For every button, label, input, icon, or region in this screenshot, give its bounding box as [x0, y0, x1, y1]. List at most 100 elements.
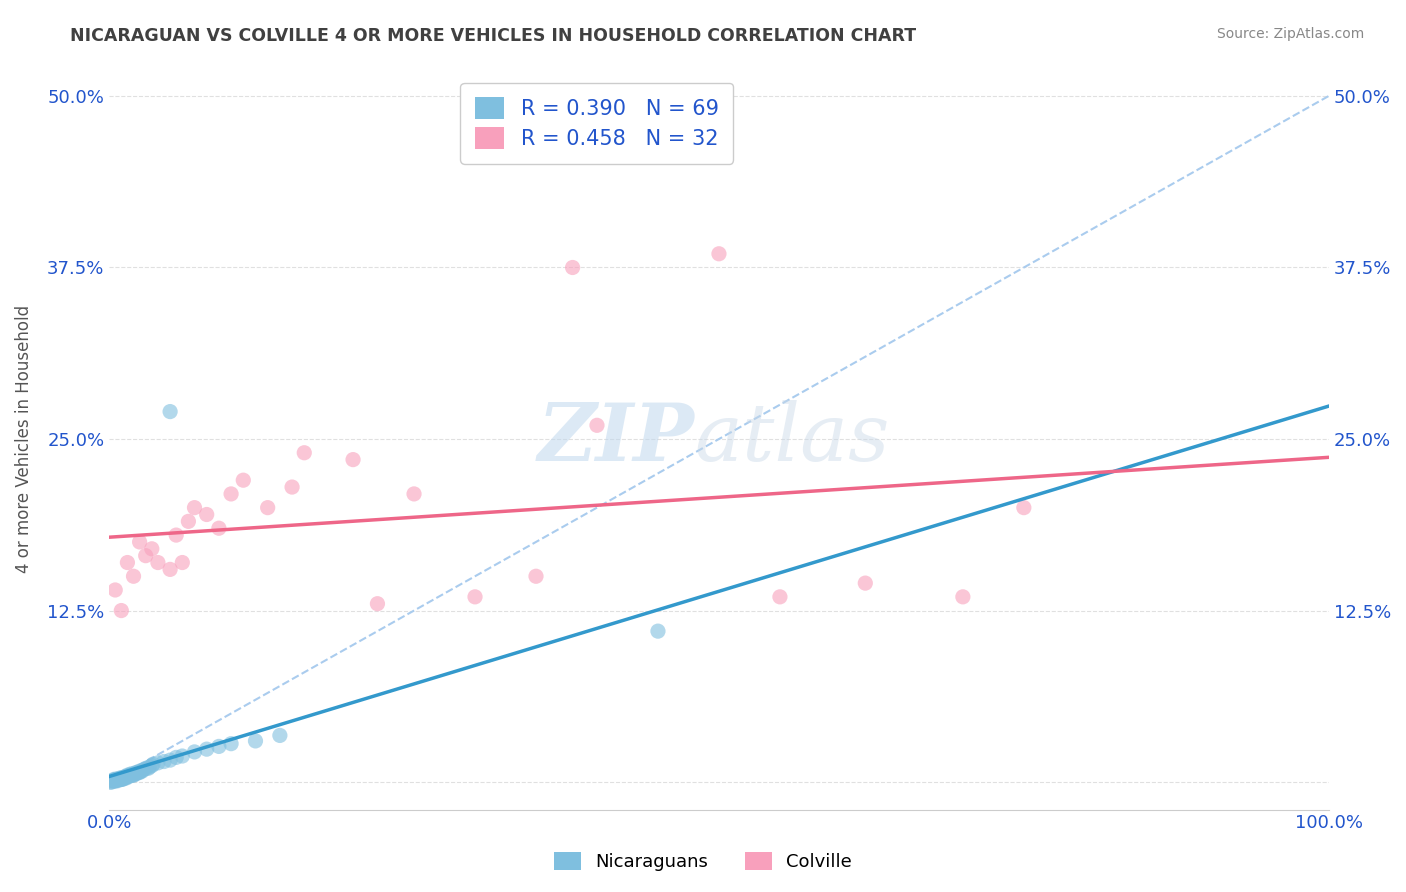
Point	[125, 767, 148, 781]
Point	[136, 761, 159, 775]
Point	[105, 773, 128, 788]
Point	[110, 772, 132, 787]
Point	[561, 260, 583, 275]
Point	[146, 756, 169, 770]
Point	[108, 772, 131, 787]
Point	[586, 418, 609, 433]
Point	[120, 767, 142, 781]
Point	[1012, 500, 1035, 515]
Point	[292, 446, 315, 460]
Point	[165, 750, 187, 764]
Point	[104, 772, 127, 787]
Point	[120, 768, 142, 782]
Point	[115, 770, 138, 784]
Point	[108, 772, 131, 787]
Point	[219, 487, 242, 501]
Point	[104, 773, 127, 788]
Point	[107, 772, 129, 787]
Point	[112, 771, 135, 785]
Point	[104, 582, 127, 597]
Point	[117, 768, 139, 782]
Point	[110, 603, 132, 617]
Point	[117, 770, 139, 784]
Point	[128, 764, 150, 778]
Point	[114, 771, 136, 785]
Point	[464, 590, 486, 604]
Point	[111, 772, 134, 787]
Text: ZIP: ZIP	[537, 401, 695, 478]
Point	[107, 772, 129, 787]
Text: NICARAGUAN VS COLVILLE 4 OR MORE VEHICLES IN HOUSEHOLD CORRELATION CHART: NICARAGUAN VS COLVILLE 4 OR MORE VEHICLE…	[70, 27, 917, 45]
Legend: R = 0.390   N = 69, R = 0.458   N = 32: R = 0.390 N = 69, R = 0.458 N = 32	[461, 83, 734, 163]
Point	[110, 772, 132, 787]
Point	[132, 763, 155, 777]
Point	[117, 770, 139, 784]
Point	[183, 745, 205, 759]
Point	[122, 767, 145, 781]
Point	[104, 773, 127, 788]
Point	[103, 772, 125, 787]
Point	[245, 734, 267, 748]
Point	[256, 500, 278, 515]
Point	[98, 775, 121, 789]
Point	[141, 541, 163, 556]
Point	[524, 569, 547, 583]
Point	[172, 556, 194, 570]
Point	[647, 624, 669, 639]
Point	[159, 562, 181, 576]
Point	[165, 528, 187, 542]
Point	[183, 500, 205, 515]
Point	[195, 508, 218, 522]
Point	[121, 768, 143, 782]
Point	[195, 742, 218, 756]
Point	[177, 514, 200, 528]
Point	[127, 765, 149, 780]
Point	[138, 760, 160, 774]
Point	[108, 772, 131, 787]
Point	[159, 404, 181, 418]
Point	[146, 556, 169, 570]
Point	[111, 771, 134, 785]
Point	[153, 755, 176, 769]
Point	[342, 452, 364, 467]
Point	[402, 487, 425, 501]
Point	[232, 473, 254, 487]
Point	[103, 773, 125, 788]
Y-axis label: 4 or more Vehicles in Household: 4 or more Vehicles in Household	[15, 305, 32, 573]
Point	[208, 521, 231, 535]
Point	[128, 535, 150, 549]
Point	[122, 768, 145, 782]
Point	[281, 480, 304, 494]
Point	[103, 773, 125, 788]
Point	[122, 569, 145, 583]
Point	[128, 765, 150, 780]
Point	[366, 597, 388, 611]
Legend: Nicaraguans, Colville: Nicaraguans, Colville	[547, 845, 859, 879]
Point	[135, 549, 157, 563]
Point	[142, 757, 165, 772]
Point	[115, 771, 138, 785]
Point	[105, 772, 128, 787]
Point	[101, 773, 124, 788]
Point	[159, 753, 181, 767]
Point	[125, 765, 148, 780]
Text: atlas: atlas	[695, 401, 890, 478]
Point	[127, 765, 149, 780]
Point	[107, 773, 129, 788]
Point	[100, 775, 122, 789]
Point	[117, 768, 139, 782]
Point	[952, 590, 974, 604]
Point	[131, 764, 153, 778]
Point	[853, 576, 876, 591]
Point	[129, 764, 152, 778]
Point	[219, 737, 242, 751]
Point	[112, 771, 135, 785]
Point	[105, 772, 128, 787]
Point	[101, 773, 124, 788]
Point	[172, 749, 194, 764]
Point	[114, 770, 136, 784]
Point	[769, 590, 792, 604]
Point	[118, 768, 141, 782]
Point	[208, 739, 231, 754]
Point	[108, 771, 131, 785]
